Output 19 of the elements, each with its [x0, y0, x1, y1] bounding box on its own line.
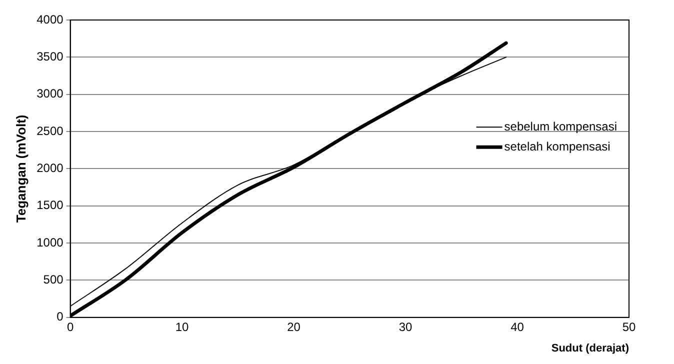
x-axis-title: Sudut (derajat) — [551, 342, 630, 354]
legend-label: setelah kompensasi — [504, 139, 610, 154]
y-axis-title: Tegangan (mVolt) — [13, 114, 28, 223]
y-tick-label: 3500 — [36, 49, 64, 64]
x-tick-label: 30 — [398, 320, 413, 334]
x-tick-label: 0 — [66, 320, 74, 334]
y-tick-label: 1500 — [36, 198, 64, 212]
x-tick-label: 50 — [622, 320, 636, 334]
y-tick-label: 0 — [56, 310, 64, 324]
y-tick-label: 3000 — [36, 86, 64, 101]
x-tick-label: 40 — [510, 320, 524, 334]
x-tick-label: 20 — [287, 320, 301, 334]
y-tick-label: 4000 — [36, 12, 64, 26]
legend-label: sebelum kompensasi — [504, 119, 618, 134]
y-tick-label: 1000 — [36, 235, 64, 250]
x-tick-label: 10 — [175, 320, 190, 334]
y-tick-label: 2500 — [36, 124, 64, 138]
y-tick-label: 2000 — [36, 161, 64, 176]
y-tick-label: 500 — [43, 272, 64, 287]
